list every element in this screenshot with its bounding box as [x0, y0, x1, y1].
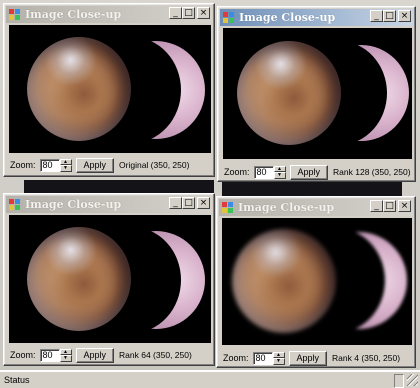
zoom-input[interactable]: 80 — [39, 348, 60, 362]
backdrop-image-strip — [222, 178, 402, 198]
title-bar[interactable]: Image Close-up _ □ × — [220, 9, 413, 26]
mars-planet — [27, 227, 131, 331]
zoom-label: Zoom: — [223, 353, 249, 363]
maximize-icon[interactable]: □ — [383, 200, 396, 212]
zoom-controls: Zoom: 80 ▲ ▼ Apply Rank 4 (350, 250) — [217, 347, 415, 369]
spin-up-icon[interactable]: ▲ — [59, 348, 72, 355]
apply-button[interactable]: Apply — [75, 347, 115, 363]
maximize-icon[interactable]: □ — [383, 10, 396, 22]
spin-down-icon[interactable]: ▼ — [272, 358, 285, 365]
zoom-label: Zoom: — [224, 167, 250, 177]
apply-button[interactable]: Apply — [75, 157, 115, 173]
maximize-icon[interactable]: □ — [182, 197, 195, 209]
spin-up-icon[interactable]: ▲ — [273, 165, 286, 172]
zoom-controls: Zoom: 80 ▲ ▼ Apply Rank 128 (350, 250) — [218, 161, 415, 183]
window-title: Image Close-up — [25, 198, 122, 211]
zoom-spinner[interactable]: ▲ ▼ — [59, 158, 72, 172]
zoom-label: Zoom: — [10, 350, 36, 360]
zoom-label: Zoom: — [10, 160, 36, 170]
close-icon[interactable]: × — [197, 7, 210, 19]
close-icon[interactable]: × — [197, 197, 210, 209]
close-icon[interactable]: × — [398, 200, 411, 212]
title-bar[interactable]: Image Close-up _ □ × — [6, 6, 212, 23]
image-closeup-window-original[interactable]: Image Close-up _ □ × Zoom: 80 ▲ ▼ Apply … — [3, 3, 215, 177]
window-title: Image Close-up — [25, 8, 122, 21]
spin-up-icon[interactable]: ▲ — [272, 351, 285, 358]
venus-crescent — [143, 41, 207, 139]
spin-down-icon[interactable]: ▼ — [59, 165, 72, 172]
status-bar: Status — [0, 371, 420, 388]
window-title: Image Close-up — [238, 201, 335, 214]
mars-planet — [237, 41, 341, 145]
venus-crescent — [349, 45, 409, 143]
zoom-input[interactable]: 80 — [39, 158, 60, 172]
app-icon — [9, 198, 21, 211]
image-info: Rank 64 (350, 250) — [119, 350, 192, 360]
status-panel — [394, 374, 404, 388]
zoom-spinner[interactable]: ▲ ▼ — [272, 351, 285, 365]
title-bar[interactable]: Image Close-up _ □ × — [6, 196, 212, 213]
backdrop-image-strip — [24, 180, 214, 196]
image-info: Rank 4 (350, 250) — [332, 353, 401, 363]
close-icon[interactable]: × — [398, 10, 411, 22]
image-closeup-window-rank-128[interactable]: Image Close-up _ □ × Zoom: 80 ▲ ▼ Apply … — [217, 6, 416, 182]
maximize-icon[interactable]: □ — [182, 7, 195, 19]
mars-planet — [232, 229, 336, 333]
zoom-spinner[interactable]: ▲ ▼ — [273, 165, 286, 179]
image-view[interactable] — [222, 218, 412, 345]
venus-crescent — [346, 232, 408, 330]
minimize-icon[interactable]: _ — [169, 7, 182, 19]
image-info: Original (350, 250) — [119, 160, 190, 170]
image-closeup-window-rank-4[interactable]: Image Close-up _ □ × Zoom: 80 ▲ ▼ Apply … — [216, 196, 416, 368]
image-info: Rank 128 (350, 250) — [333, 167, 411, 177]
minimize-icon[interactable]: _ — [169, 197, 182, 209]
apply-button[interactable]: Apply — [289, 164, 329, 180]
zoom-input[interactable]: 80 — [252, 351, 273, 365]
spin-up-icon[interactable]: ▲ — [59, 158, 72, 165]
zoom-controls: Zoom: 80 ▲ ▼ Apply Rank 64 (350, 250) — [4, 344, 214, 366]
zoom-spinner[interactable]: ▲ ▼ — [59, 348, 72, 362]
minimize-icon[interactable]: _ — [370, 10, 383, 22]
spin-down-icon[interactable]: ▼ — [59, 355, 72, 362]
app-icon — [9, 8, 21, 21]
title-bar[interactable]: Image Close-up _ □ × — [219, 199, 413, 216]
zoom-controls: Zoom: 80 ▲ ▼ Apply Original (350, 250) — [4, 154, 214, 176]
status-text: Status — [4, 375, 30, 385]
zoom-input[interactable]: 80 — [253, 165, 274, 179]
mars-planet — [27, 37, 131, 141]
image-view[interactable] — [223, 28, 412, 159]
app-icon — [222, 201, 234, 214]
image-closeup-window-rank-64[interactable]: Image Close-up _ □ × Zoom: 80 ▲ ▼ Apply … — [3, 193, 215, 366]
app-icon — [223, 11, 235, 24]
minimize-icon[interactable]: _ — [370, 200, 383, 212]
image-view[interactable] — [9, 25, 211, 153]
apply-button[interactable]: Apply — [288, 350, 328, 366]
size-grip-icon[interactable] — [407, 374, 418, 386]
image-view[interactable] — [9, 215, 211, 343]
venus-crescent — [143, 231, 207, 329]
window-title: Image Close-up — [239, 11, 336, 24]
spin-down-icon[interactable]: ▼ — [273, 172, 286, 179]
